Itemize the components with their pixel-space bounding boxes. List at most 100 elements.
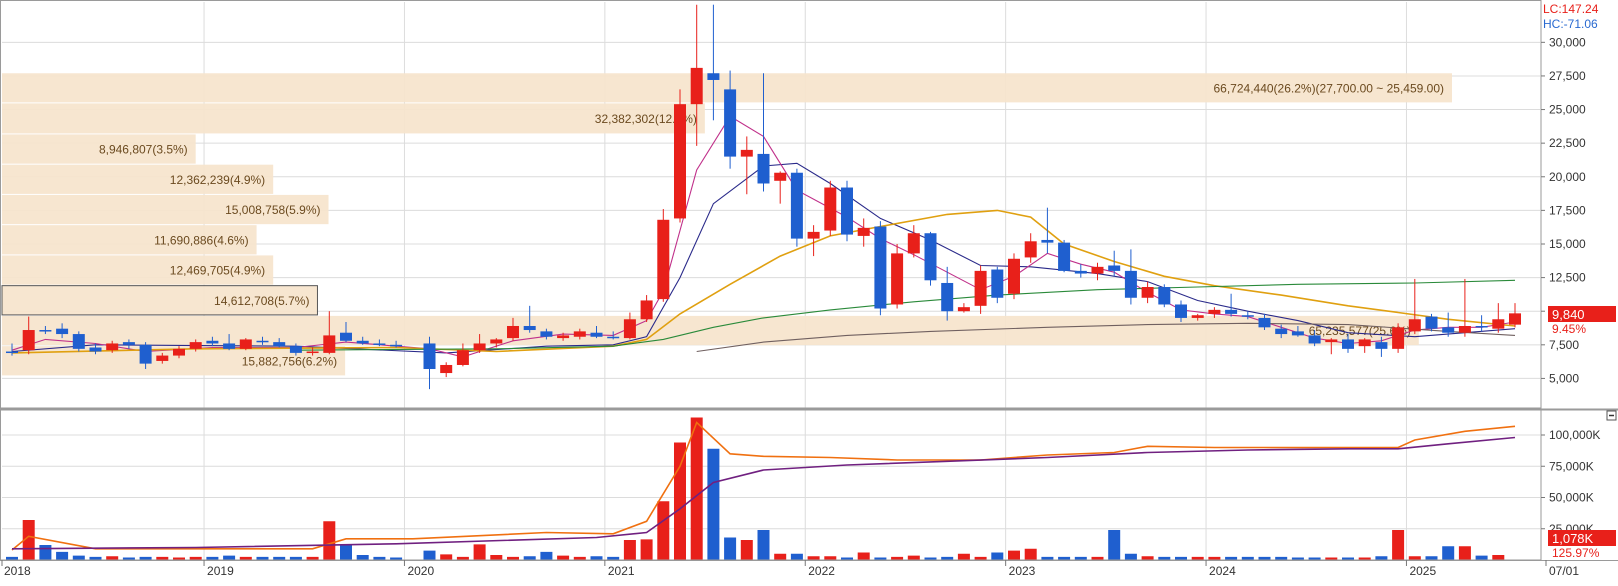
volume-bar[interactable] [373,556,386,560]
candle[interactable] [991,266,1004,304]
candlestick-series[interactable] [6,4,1521,390]
volume-bar[interactable] [173,557,185,561]
candle[interactable] [623,312,636,340]
candle[interactable] [206,336,219,347]
candle[interactable] [607,331,620,340]
volume-bar[interactable] [924,557,937,561]
candle[interactable] [1358,338,1371,353]
candle[interactable] [1041,207,1054,254]
volume-bar[interactable] [707,448,720,560]
candle[interactable] [1308,330,1321,347]
candle[interactable] [323,311,336,355]
volume-bar[interactable] [139,556,152,560]
volume-bar[interactable] [757,530,770,560]
volume-bar[interactable] [106,556,119,560]
candle[interactable] [1124,249,1137,305]
candle[interactable] [674,89,686,223]
candle[interactable] [356,336,369,345]
volume-bar[interactable] [874,557,887,561]
volume-bar[interactable] [1074,556,1087,560]
candle[interactable] [139,342,152,370]
volume-bar[interactable] [1392,530,1405,560]
candle[interactable] [740,136,753,195]
volume-bar[interactable] [1358,557,1371,561]
candle[interactable] [1074,264,1087,278]
volume-bar[interactable] [807,556,820,560]
volume-bar[interactable] [1425,556,1438,560]
volume-bar[interactable] [1225,556,1238,560]
candle[interactable] [557,332,570,341]
time-axis[interactable]: 2018 2019 2020 2021 2022 2023 2024 2025 07/01 [1,560,1579,578]
volume-bar[interactable] [39,545,52,560]
candle[interactable] [1475,315,1488,332]
candle[interactable] [256,336,269,345]
candle[interactable] [1458,278,1471,337]
volume-bar[interactable] [390,557,403,561]
volume-bar[interactable] [623,540,636,560]
candle[interactable] [1091,262,1104,281]
candle[interactable] [473,334,486,353]
volume-bar[interactable] [6,556,18,560]
candle[interactable] [824,180,837,236]
volume-bar[interactable] [72,555,85,560]
volume-bar[interactable] [557,555,570,560]
volume-bar[interactable] [289,556,302,560]
candle[interactable] [1425,313,1438,332]
candle[interactable] [89,343,102,355]
candle[interactable] [239,338,252,351]
candle[interactable] [490,338,503,348]
volume-bar[interactable] [857,552,870,561]
volume-bar[interactable] [690,417,703,561]
candle[interactable] [1275,324,1288,339]
candle[interactable] [707,4,720,121]
volume-bar[interactable] [1175,556,1187,560]
volume-bar[interactable] [540,551,553,560]
candle[interactable] [223,334,236,351]
candle[interactable] [156,352,169,364]
candle[interactable] [122,339,135,349]
candle[interactable] [874,221,887,316]
candle[interactable] [891,243,904,309]
candle[interactable] [340,321,352,343]
candle[interactable] [841,180,853,242]
candle[interactable] [640,295,653,322]
volume-bar[interactable] [340,544,352,560]
volume-bar[interactable] [1408,556,1421,560]
volume-bar[interactable] [640,539,653,560]
volume-bar[interactable] [657,501,670,560]
volume-bar[interactable] [1475,555,1488,560]
candle[interactable] [1325,338,1338,355]
volume-bar[interactable] [189,556,202,560]
candle[interactable] [106,340,119,353]
volume-bar[interactable] [1058,556,1071,560]
candle[interactable] [507,317,519,341]
volume-bar[interactable] [674,442,686,561]
volume-bar[interactable] [356,555,369,560]
volume-bar[interactable] [590,556,603,560]
volume-bar[interactable] [607,556,620,560]
volume-bar[interactable] [841,557,853,561]
volume-bar[interactable] [1124,553,1137,560]
volume-bar[interactable] [1291,557,1304,561]
candle[interactable] [1141,281,1154,304]
volume-bar[interactable] [824,556,837,560]
volume-bar[interactable] [256,556,269,560]
volume-bar[interactable] [1375,556,1388,560]
candle[interactable] [957,303,970,313]
candle[interactable] [690,4,703,146]
candle[interactable] [907,225,920,258]
candle[interactable] [941,266,954,321]
candle[interactable] [1442,312,1455,337]
candle[interactable] [657,209,670,302]
candle[interactable] [1408,278,1421,335]
volume-bar[interactable] [941,556,954,560]
candle[interactable] [1375,336,1388,357]
volume-bar[interactable] [1191,556,1204,560]
candle[interactable] [72,331,85,352]
candle[interactable] [1158,284,1171,308]
volume-bar[interactable] [440,554,453,560]
candle[interactable] [924,231,937,286]
candle[interactable] [790,168,803,247]
